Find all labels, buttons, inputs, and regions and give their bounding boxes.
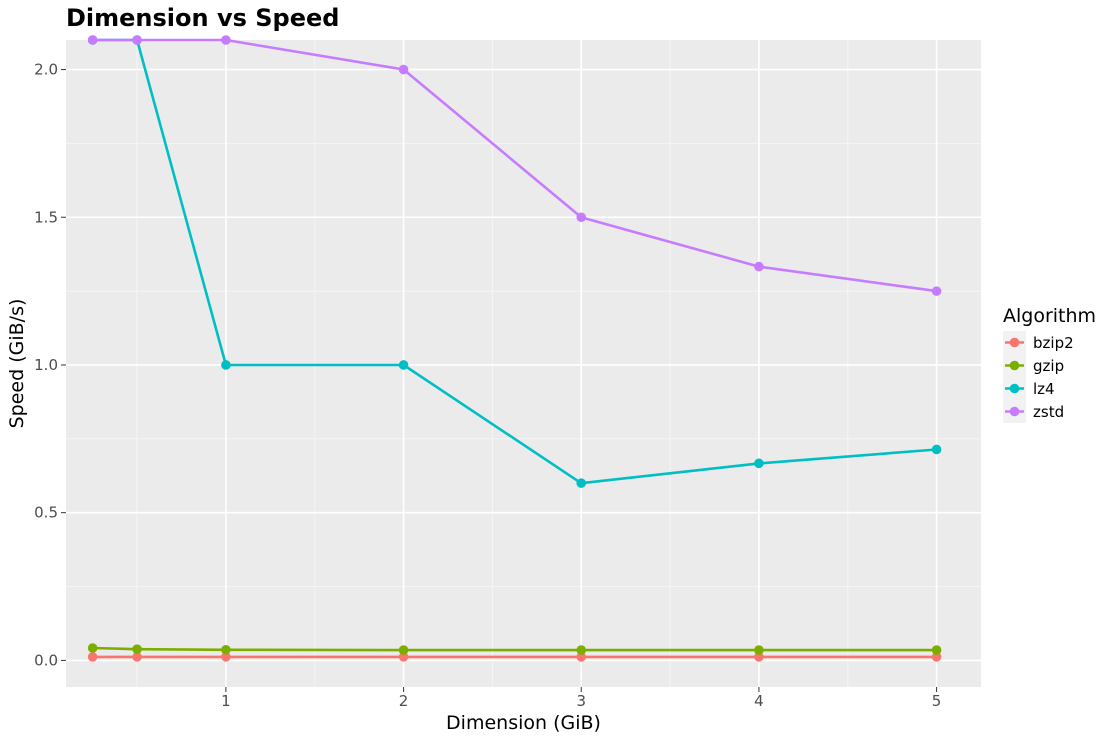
y-tick-label: 1.5: [34, 208, 58, 226]
data-point-zstd: [754, 261, 764, 272]
legend-title: Algorithm: [1003, 305, 1096, 327]
data-point-bzip2: [221, 652, 231, 662]
data-point-lz4: [931, 444, 942, 455]
y-tick-label: 0.5: [34, 504, 58, 522]
x-tick-label: 2: [399, 692, 409, 710]
series-layer: [87, 35, 942, 662]
data-point-gzip: [754, 645, 764, 655]
legend-label: gzip: [1033, 357, 1064, 375]
data-point-gzip: [132, 644, 142, 654]
legend-key-point: [1009, 406, 1020, 417]
data-point-lz4: [576, 478, 587, 488]
data-point-bzip2: [931, 652, 942, 662]
data-point-gzip: [221, 644, 231, 655]
legend: Algorithm bzip2 gzip lz4 zstd: [1003, 305, 1096, 423]
legend-label: lz4: [1033, 380, 1055, 398]
data-point-bzip2: [576, 652, 587, 662]
data-point-lz4: [754, 458, 764, 469]
x-tick-label: 3: [576, 692, 586, 710]
legend-keys: bzip2 gzip lz4 zstd: [1003, 331, 1074, 423]
series-zstd: [87, 35, 942, 296]
x-tick-label: 4: [754, 692, 764, 710]
legend-item-zstd: zstd: [1003, 400, 1064, 423]
data-point-gzip: [576, 645, 587, 655]
x-axis-title: Dimension (GiB): [446, 712, 601, 734]
legend-label: bzip2: [1033, 334, 1074, 352]
data-point-bzip2: [132, 652, 142, 662]
y-tick-label: 1.0: [34, 356, 58, 374]
data-point-lz4: [398, 360, 409, 370]
minor-gridlines: [66, 40, 981, 687]
legend-item-bzip2: bzip2: [1003, 331, 1074, 354]
data-point-gzip: [87, 643, 98, 653]
y-axis-title: Speed (GiB/s): [6, 299, 28, 429]
series-gzip: [87, 643, 942, 655]
data-point-zstd: [576, 212, 587, 223]
y-tick-label: 0.0: [34, 651, 58, 669]
x-tick-label: 5: [932, 692, 942, 710]
legend-item-lz4: lz4: [1003, 377, 1055, 400]
legend-item-gzip: gzip: [1003, 354, 1064, 377]
plot-panel: [66, 40, 981, 687]
legend-label: zstd: [1033, 403, 1064, 421]
data-point-zstd: [87, 35, 98, 45]
series-bzip2: [87, 652, 942, 662]
legend-key-point: [1009, 337, 1020, 348]
axis-ticks: 1 2 3 4 5 0.0 0.5 1.0 1.5 2.0: [34, 61, 941, 710]
legend-key-point: [1009, 383, 1020, 394]
legend-key-point: [1009, 360, 1020, 371]
chart-title: Dimension vs Speed: [66, 4, 339, 32]
data-point-lz4: [221, 360, 231, 370]
data-point-zstd: [931, 286, 942, 296]
data-point-zstd: [221, 35, 231, 45]
data-point-bzip2: [87, 652, 98, 662]
data-point-gzip: [931, 645, 942, 655]
x-tick-label: 1: [221, 692, 231, 710]
y-tick-label: 2.0: [34, 61, 58, 79]
data-point-bzip2: [754, 652, 764, 662]
data-point-bzip2: [398, 652, 409, 662]
data-point-gzip: [398, 645, 409, 655]
major-gridlines: [66, 40, 981, 687]
data-point-zstd: [398, 64, 409, 75]
data-point-zstd: [132, 35, 142, 45]
